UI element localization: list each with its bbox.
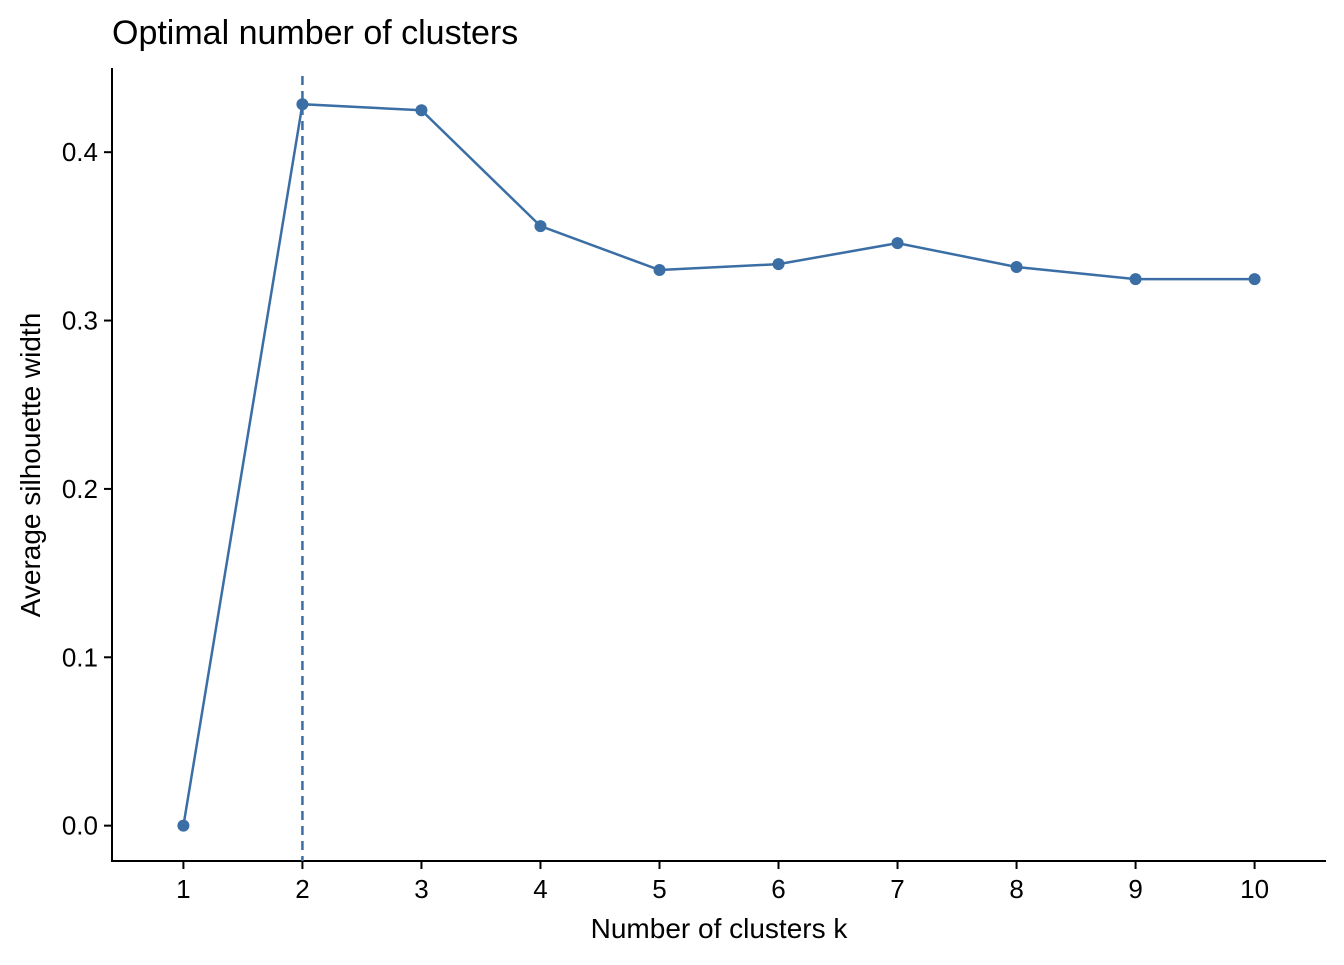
x-tick-label: 6 bbox=[771, 874, 785, 904]
data-point bbox=[772, 258, 785, 271]
data-point bbox=[1010, 261, 1023, 274]
x-tick-label: 2 bbox=[295, 874, 309, 904]
y-axis-label: Average silhouette width bbox=[15, 313, 46, 618]
data-point bbox=[296, 98, 309, 111]
y-tick-label: 0.0 bbox=[62, 811, 98, 841]
x-tick-label: 8 bbox=[1009, 874, 1023, 904]
y-tick-label: 0.3 bbox=[62, 306, 98, 336]
data-point bbox=[1248, 273, 1261, 286]
y-tick-label: 0.1 bbox=[62, 642, 98, 672]
x-tick-label: 3 bbox=[414, 874, 428, 904]
x-tick-label: 5 bbox=[652, 874, 666, 904]
x-tick-label: 7 bbox=[890, 874, 904, 904]
x-tick-label: 4 bbox=[533, 874, 547, 904]
data-point bbox=[891, 237, 904, 250]
x-tick-label: 1 bbox=[176, 874, 190, 904]
data-point bbox=[534, 220, 547, 233]
data-point bbox=[415, 104, 428, 117]
x-tick-label: 9 bbox=[1128, 874, 1142, 904]
chart-title: Optimal number of clusters bbox=[112, 14, 518, 52]
data-point bbox=[177, 819, 190, 832]
series-line bbox=[182, 102, 1255, 826]
y-tick-label: 0.2 bbox=[62, 474, 98, 504]
data-point bbox=[653, 264, 666, 277]
x-tick-label: 10 bbox=[1240, 874, 1269, 904]
y-tick-label: 0.4 bbox=[62, 137, 98, 167]
x-axis-label: Number of clusters k bbox=[591, 913, 849, 944]
data-point bbox=[1129, 273, 1142, 286]
